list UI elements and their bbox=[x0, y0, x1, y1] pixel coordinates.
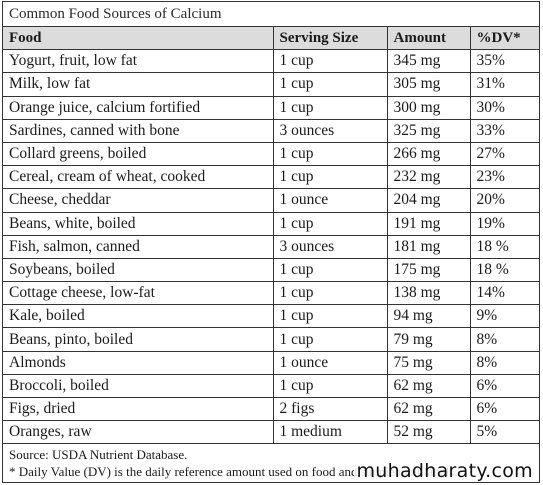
serving-size-cell: 1 cup bbox=[272, 141, 388, 167]
header-row: Food Serving Size Amount %DV* bbox=[3, 27, 539, 51]
food-cell: Soybeans, boiled bbox=[3, 257, 274, 283]
dv-cell: 35% bbox=[469, 49, 539, 74]
food-cell: Fish, salmon, canned bbox=[3, 234, 274, 259]
amount-cell: 94 mg bbox=[386, 304, 471, 329]
serving-size-cell: 1 medium bbox=[272, 420, 388, 445]
table-row: Figs, dried 2 figs 62 mg 6% bbox=[3, 396, 539, 422]
serving-size-cell: 3 ounces bbox=[272, 234, 388, 259]
dv-cell: 27% bbox=[469, 141, 539, 167]
serving-size-cell: 3 ounces bbox=[272, 118, 388, 143]
serving-size-cell: 1 cup bbox=[272, 95, 388, 120]
column-header-serving-size: Serving Size bbox=[272, 27, 388, 51]
dv-cell: 18 % bbox=[469, 234, 539, 259]
amount-cell: 175 mg bbox=[386, 257, 471, 283]
amount-cell: 62 mg bbox=[386, 373, 471, 399]
amount-cell: 181 mg bbox=[386, 234, 471, 259]
table-row: Oranges, raw 1 medium 52 mg 5% bbox=[3, 420, 539, 445]
food-cell: Cheese, cheddar bbox=[3, 188, 274, 213]
food-cell: Figs, dried bbox=[3, 396, 274, 422]
amount-cell: 232 mg bbox=[386, 165, 471, 190]
dv-cell: 20% bbox=[469, 188, 539, 213]
column-header-amount: Amount bbox=[386, 27, 471, 51]
table-row: Broccoli, boiled 1 cup 62 mg 6% bbox=[3, 373, 539, 399]
food-cell: Beans, pinto, boiled bbox=[3, 327, 274, 352]
serving-size-cell: 1 ounce bbox=[272, 350, 388, 375]
calcium-table: Food Serving Size Amount %DV* Yogurt, fr… bbox=[3, 27, 539, 445]
table-row: Soybeans, boiled 1 cup 175 mg 18 % bbox=[3, 257, 539, 283]
food-cell: Cereal, cream of wheat, cooked bbox=[3, 165, 274, 190]
dv-cell: 19% bbox=[469, 211, 539, 236]
food-cell: Almonds bbox=[3, 350, 274, 375]
food-cell: Orange juice, calcium fortified bbox=[3, 95, 274, 120]
table-row: Beans, white, boiled 1 cup 191 mg 19% bbox=[3, 211, 539, 236]
dv-cell: 31% bbox=[469, 72, 539, 97]
serving-size-cell: 1 cup bbox=[272, 72, 388, 97]
table-body: Yogurt, fruit, low fat 1 cup 345 mg 35% Milk… bbox=[3, 49, 539, 445]
table-row: Kale, boiled 1 cup 94 mg 9% bbox=[3, 304, 539, 329]
food-cell: Collard greens, boiled bbox=[3, 141, 274, 167]
table-row: Beans, pinto, boiled 1 cup 79 mg 8% bbox=[3, 327, 539, 352]
site-watermark: muhadharaty.com bbox=[354, 460, 535, 482]
table-row: Milk, low fat 1 cup 305 mg 31% bbox=[3, 72, 539, 97]
dv-cell: 14% bbox=[469, 281, 539, 306]
table-row: Orange juice, calcium fortified 1 cup 300 … bbox=[3, 95, 539, 120]
table-caption: Common Food Sources of Calcium bbox=[3, 2, 539, 27]
food-cell: Cottage cheese, low-fat bbox=[3, 281, 274, 306]
dv-cell: 8% bbox=[469, 327, 539, 352]
amount-cell: 305 mg bbox=[386, 72, 471, 97]
amount-cell: 266 mg bbox=[386, 141, 471, 167]
serving-size-cell: 1 cup bbox=[272, 281, 388, 306]
amount-cell: 62 mg bbox=[386, 396, 471, 422]
amount-cell: 345 mg bbox=[386, 49, 471, 74]
dv-cell: 30% bbox=[469, 95, 539, 120]
amount-cell: 75 mg bbox=[386, 350, 471, 375]
serving-size-cell: 1 ounce bbox=[272, 188, 388, 213]
table-row: Sardines, canned with bone 3 ounces 325 mg… bbox=[3, 118, 539, 143]
serving-size-cell: 1 cup bbox=[272, 304, 388, 329]
column-header-food: Food bbox=[3, 27, 274, 51]
dv-cell: 33% bbox=[469, 118, 539, 143]
food-cell: Kale, boiled bbox=[3, 304, 274, 329]
serving-size-cell: 1 cup bbox=[272, 211, 388, 236]
table-row: Cereal, cream of wheat, cooked 1 cup 232 m… bbox=[3, 165, 539, 190]
amount-cell: 191 mg bbox=[386, 211, 471, 236]
dv-cell: 18 % bbox=[469, 257, 539, 283]
table-row: Cottage cheese, low-fat 1 cup 138 mg 14% bbox=[3, 281, 539, 306]
table-row: Fish, salmon, canned 3 ounces 181 mg 18 % bbox=[3, 234, 539, 259]
food-cell: Yogurt, fruit, low fat bbox=[3, 49, 274, 74]
serving-size-cell: 1 cup bbox=[272, 327, 388, 352]
food-cell: Sardines, canned with bone bbox=[3, 118, 274, 143]
amount-cell: 300 mg bbox=[386, 95, 471, 120]
amount-cell: 138 mg bbox=[386, 281, 471, 306]
dv-cell: 6% bbox=[469, 396, 539, 422]
source-note: Source: USDA Nutrient Database. bbox=[9, 447, 188, 463]
food-cell: Beans, white, boiled bbox=[3, 211, 274, 236]
daily-value-footnote: * Daily Value (DV) is the daily referenc… bbox=[9, 464, 458, 480]
dv-cell: 23% bbox=[469, 165, 539, 190]
amount-cell: 79 mg bbox=[386, 327, 471, 352]
serving-size-cell: 1 cup bbox=[272, 49, 388, 74]
dv-cell: 8% bbox=[469, 350, 539, 375]
table-row: Cheese, cheddar 1 ounce 204 mg 20% bbox=[3, 188, 539, 213]
table-row: Almonds 1 ounce 75 mg 8% bbox=[3, 350, 539, 375]
dv-cell: 5% bbox=[469, 420, 539, 445]
amount-cell: 325 mg bbox=[386, 118, 471, 143]
table-row: Collard greens, boiled 1 cup 266 mg 27% bbox=[3, 141, 539, 167]
column-header-dv: %DV* bbox=[469, 27, 539, 51]
dv-cell: 6% bbox=[469, 373, 539, 399]
food-cell: Broccoli, boiled bbox=[3, 373, 274, 399]
amount-cell: 204 mg bbox=[386, 188, 471, 213]
table-row: Yogurt, fruit, low fat 1 cup 345 mg 35% bbox=[3, 49, 539, 74]
amount-cell: 52 mg bbox=[386, 420, 471, 445]
food-cell: Milk, low fat bbox=[3, 72, 274, 97]
dv-cell: 9% bbox=[469, 304, 539, 329]
serving-size-cell: 2 figs bbox=[272, 396, 388, 422]
serving-size-cell: 1 cup bbox=[272, 373, 388, 399]
food-cell: Oranges, raw bbox=[3, 420, 274, 445]
serving-size-cell: 1 cup bbox=[272, 165, 388, 190]
serving-size-cell: 1 cup bbox=[272, 257, 388, 283]
